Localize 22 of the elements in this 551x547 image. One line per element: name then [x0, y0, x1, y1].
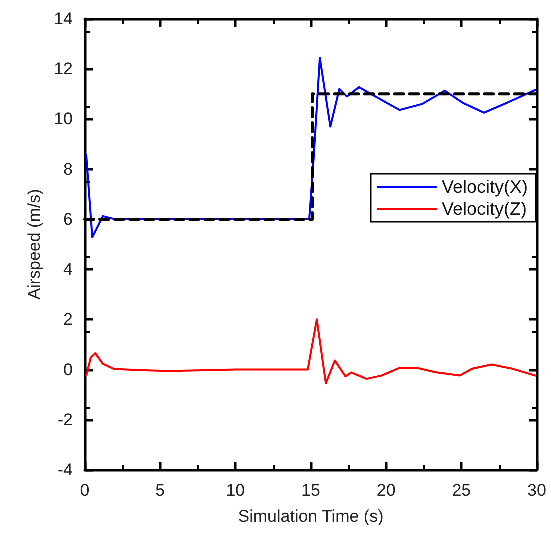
legend-label: Velocity(Z)	[442, 199, 528, 219]
legend-label: Velocity(X)	[442, 177, 528, 197]
y-tick-label: 4	[64, 260, 73, 280]
x-tick-label: 25	[452, 481, 472, 500]
x-tick-label: 30	[528, 481, 546, 500]
y-tick-label: 10	[54, 110, 73, 129]
y-tick-label: 6	[64, 210, 73, 229]
x-tick-label: 0	[80, 481, 90, 500]
x-tick-label: 20	[376, 481, 396, 500]
x-axis-title: Simulation Time (s)	[238, 507, 384, 526]
y-tick-label: -2	[58, 410, 73, 430]
x-tick-label: 5	[156, 481, 166, 500]
y-tick-label: 14	[54, 10, 73, 28]
y-axis-title: Airspeed (m/s)	[25, 189, 44, 300]
x-tick-label: 10	[226, 481, 246, 500]
y-tick-label: 12	[54, 60, 73, 79]
line-series	[86, 318, 536, 385]
x-tick-label: 15	[302, 481, 320, 500]
y-tick-label: -4	[58, 460, 73, 480]
y-tick-label: 8	[64, 160, 73, 179]
y-tick-label: 0	[64, 360, 73, 380]
y-tick-label: 2	[64, 310, 73, 330]
